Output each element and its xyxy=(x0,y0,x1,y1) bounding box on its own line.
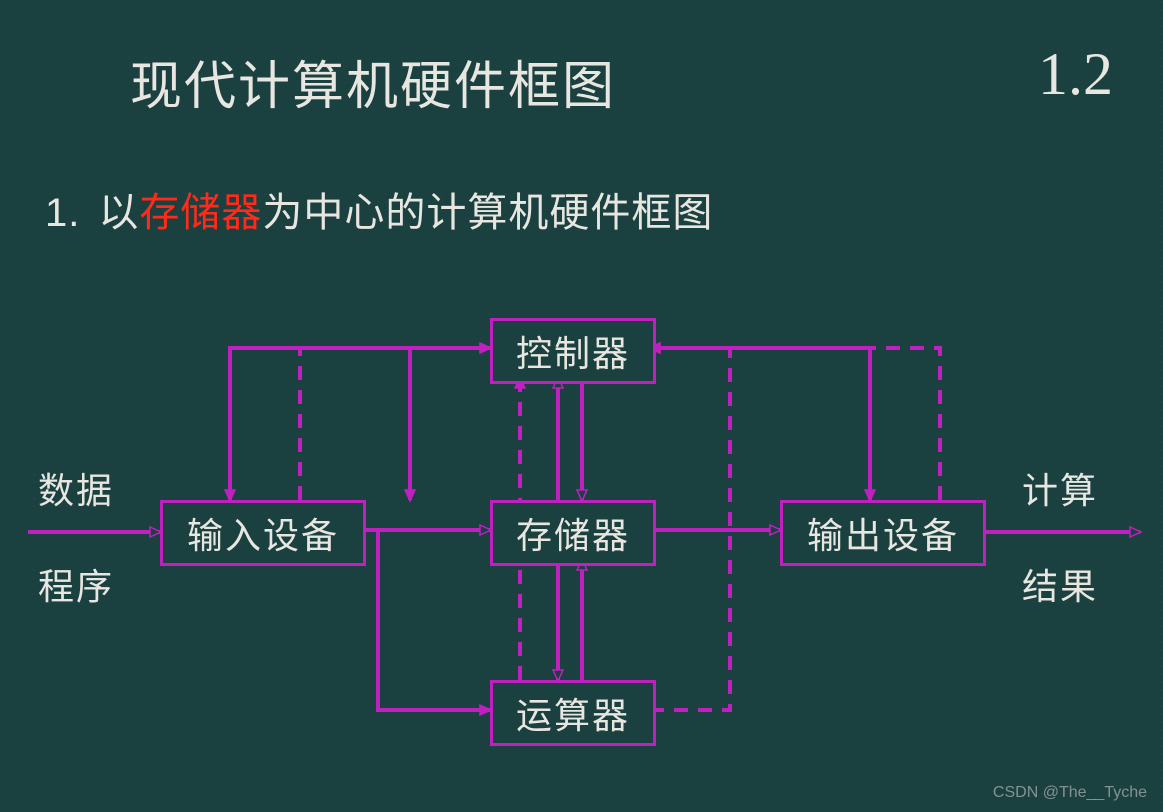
edge-ctrl-input xyxy=(230,348,490,500)
io-label-result-out: 结果 xyxy=(1022,558,1098,610)
node-input: 输入设备 xyxy=(160,500,366,566)
edge-alu-ctrl-right xyxy=(650,348,730,710)
io-label-compute-out: 计算 xyxy=(1022,462,1098,514)
edge-ctrl-alu-left xyxy=(378,530,490,710)
edge-output-ctrl-fb xyxy=(650,348,940,500)
io-label-program-in: 程序 xyxy=(38,558,114,610)
node-output: 输出设备 xyxy=(780,500,986,566)
node-controller: 控制器 xyxy=(490,318,656,384)
io-label-data-in: 数据 xyxy=(38,462,114,514)
hardware-diagram: 控制器输入设备 存储器 输出设备运算器 数据程序 计算结果 xyxy=(0,0,1163,812)
watermark: CSDN @The__Tyche xyxy=(993,784,1147,802)
edge-input-ctrl-fb xyxy=(300,348,490,500)
node-memory: 存储器 xyxy=(490,500,656,566)
edge-ctrl-output xyxy=(650,348,870,500)
node-alu: 运算器 xyxy=(490,680,656,746)
slide: 现代计算机硬件框图 1.2 1.以存储器为中心的计算机硬件框图 控制器输入设备存… xyxy=(0,0,1163,812)
